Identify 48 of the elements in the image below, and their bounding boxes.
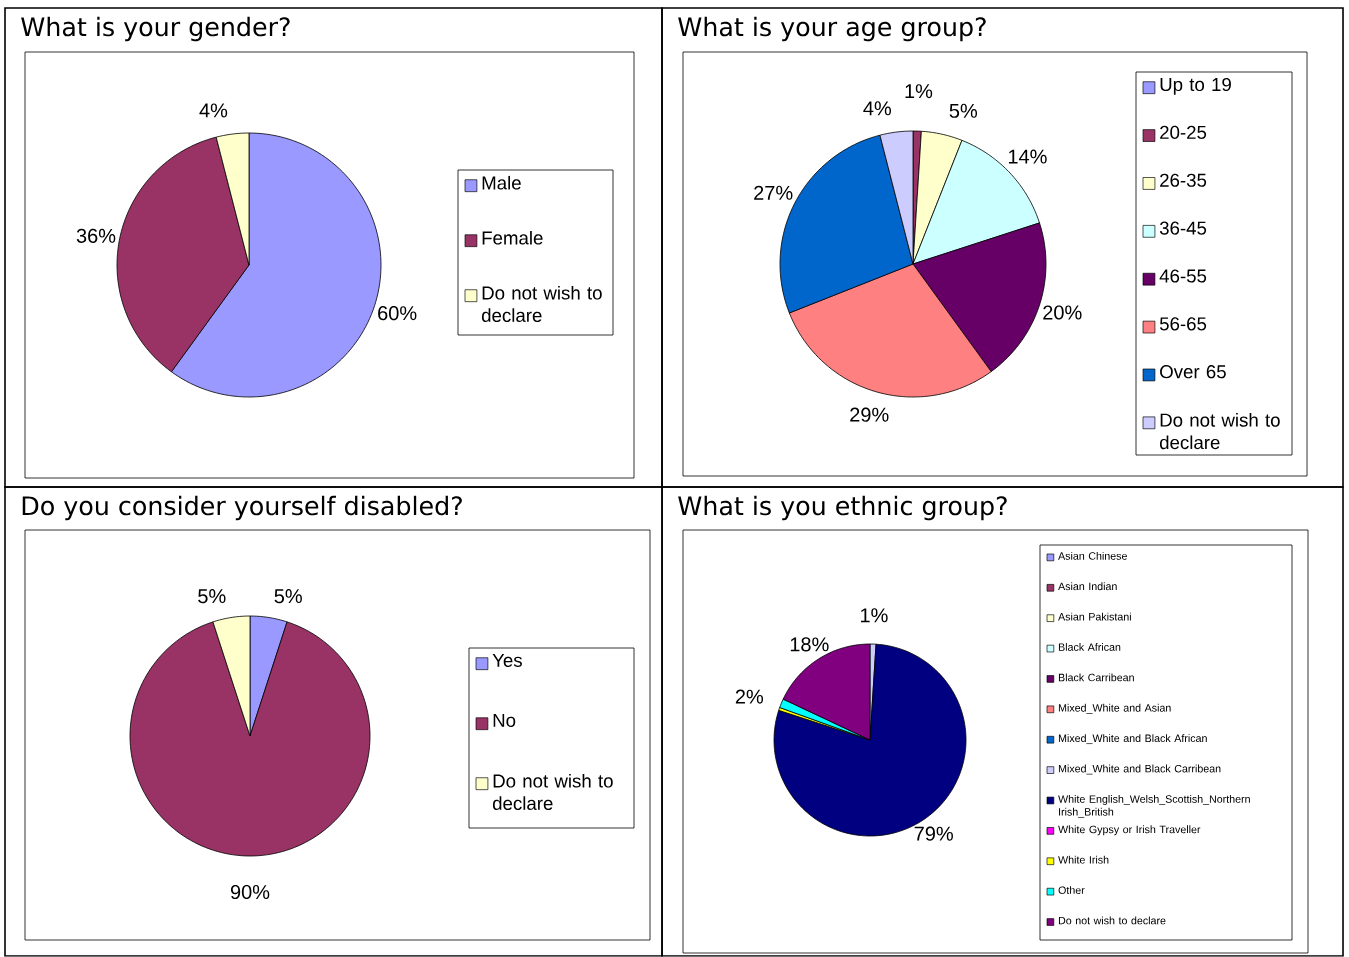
legend-label: Male	[482, 175, 521, 190]
legend-label: Do not wish to declare	[481, 285, 602, 323]
legend-label: Mixed_White and Asian	[1058, 703, 1171, 714]
data-label: 4%	[199, 103, 228, 118]
legend-label: 46-55	[1159, 269, 1207, 283]
legend-label: Mixed_White and Black African	[1058, 734, 1207, 745]
legend-label: Black African	[1058, 643, 1121, 651]
legend-label: Mixed_White and Black Carribean	[1058, 764, 1221, 775]
legend-label: Other	[1058, 886, 1085, 895]
data-label: 5%	[198, 589, 226, 604]
data-label: 60%	[378, 306, 417, 321]
data-label: 90%	[230, 885, 270, 900]
data-label: 20%	[1043, 305, 1082, 320]
chart-title: What is your age group?	[678, 16, 986, 42]
chart-title: Do you consider yourself disabled?	[22, 495, 462, 521]
data-label: 36%	[76, 228, 116, 243]
data-label: 2%	[735, 689, 764, 704]
legend-label: 20-25	[1160, 125, 1207, 140]
legend-label: Asian Chinese	[1058, 552, 1127, 560]
legend-label: Do not wish to declare	[492, 773, 613, 811]
legend-label: Asian Indian	[1058, 582, 1117, 591]
legend-label: No	[493, 714, 516, 728]
legend-label: Asian Pakistani	[1058, 612, 1131, 621]
chart-title: What is you ethnic group?	[678, 495, 1007, 521]
data-label: 5%	[274, 589, 302, 604]
legend-label: 26-35	[1160, 173, 1207, 187]
data-label: 1%	[861, 608, 888, 623]
chart-title: What is your gender?	[21, 16, 290, 42]
legend-label: 36-45	[1159, 221, 1207, 235]
data-label: 4%	[863, 101, 892, 116]
legend-label: White Gypsy or Irish Traveller	[1058, 825, 1201, 836]
data-label: 14%	[1008, 149, 1047, 164]
data-label: 27%	[754, 185, 793, 200]
data-label: 29%	[850, 407, 889, 422]
legend-label: White Irish	[1058, 855, 1109, 864]
legend-label: Black Carribean	[1058, 673, 1134, 682]
legend-label: Over 65	[1160, 365, 1226, 379]
legend-label: 56-65	[1159, 317, 1207, 331]
data-label: 1%	[905, 84, 933, 99]
data-label: 5%	[949, 103, 978, 118]
legend-label: Do not wish to declare	[1058, 916, 1166, 925]
legend-label: White English_Welsh_Scottish_Northern Irish_British	[1058, 795, 1250, 818]
data-label: 79%	[914, 826, 953, 841]
legend-label: Do not wish to declare	[1159, 413, 1280, 450]
legend-label: Female	[482, 230, 543, 245]
legend-label: Yes	[492, 654, 522, 668]
data-label: 18%	[790, 637, 829, 652]
legend-label: Up to 19	[1160, 77, 1231, 95]
